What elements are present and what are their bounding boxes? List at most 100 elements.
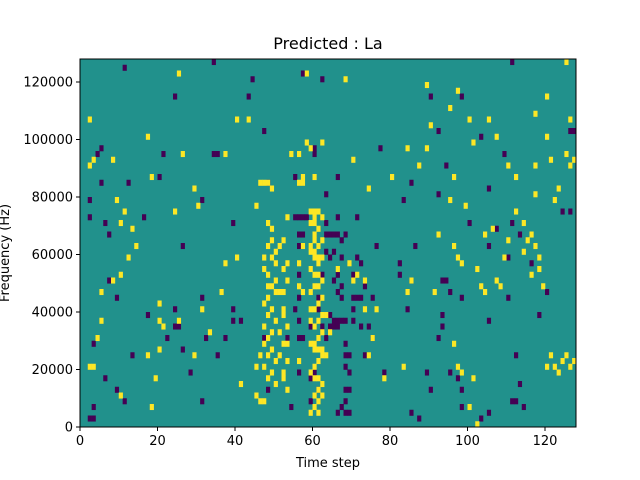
heatmap-cell-high <box>486 116 492 123</box>
heatmap-cell-low <box>180 346 185 353</box>
heatmap-cell-high <box>564 59 569 66</box>
heatmap-cell-low <box>304 214 309 221</box>
heatmap-cell-low <box>486 185 492 192</box>
heatmap-cell-high <box>87 116 92 123</box>
heatmap-cell-high <box>273 260 278 267</box>
heatmap-cell-high <box>312 174 317 181</box>
heatmap-cell-high <box>316 243 321 250</box>
heatmap-cell-high <box>521 248 526 255</box>
heatmap-cell-low <box>145 312 151 319</box>
heatmap-cell-high <box>316 254 321 261</box>
heatmap-cell-high <box>316 225 321 232</box>
heatmap-cell-low <box>300 70 306 77</box>
heatmap-cell-high <box>568 116 573 123</box>
heatmap-cell-high <box>506 237 511 244</box>
heatmap-cell-low <box>130 352 135 359</box>
x-tick-label: 80 <box>382 434 399 449</box>
heatmap-cell-high <box>308 145 313 152</box>
heatmap-cell-high <box>362 306 368 313</box>
heatmap-cell-low <box>324 220 329 227</box>
heatmap-cell-low <box>343 340 348 347</box>
heatmap-cell-high <box>537 254 542 261</box>
heatmap-cell-low <box>250 76 255 83</box>
heatmap-cell-high <box>269 346 275 353</box>
heatmap-cell-high <box>262 340 267 347</box>
heatmap-cell-high <box>312 283 317 290</box>
y-tick-label: 20000 <box>32 363 73 378</box>
heatmap-cell-low <box>297 317 302 324</box>
heatmap-cell-low <box>312 369 317 376</box>
heatmap-cell-high <box>192 185 197 192</box>
heatmap-cell-high <box>475 266 480 273</box>
heatmap-cell-low <box>122 64 127 71</box>
heatmap-cell-high <box>180 151 185 158</box>
heatmap-cell-low <box>285 335 290 342</box>
heatmap-cell-low <box>300 335 306 342</box>
heatmap-cell-low <box>343 409 348 416</box>
heatmap-cell-low <box>335 174 340 181</box>
heatmap-cell-low <box>343 398 348 405</box>
heatmap-cell-low <box>87 415 92 422</box>
heatmap-cell-high <box>273 317 278 324</box>
heatmap-cell-high <box>545 93 550 100</box>
heatmap-cell-low <box>289 404 294 411</box>
heatmap-cell-low <box>246 93 251 100</box>
heatmap-cell-low <box>328 323 333 330</box>
heatmap-cell-low <box>180 243 185 250</box>
heatmap-cell-high <box>304 139 309 146</box>
heatmap-cell-high <box>308 220 313 227</box>
heatmap-cell-high <box>320 294 325 301</box>
heatmap-cell-high <box>312 323 317 330</box>
heatmap-cell-high <box>316 317 321 324</box>
heatmap-cell-high <box>262 179 267 186</box>
heatmap-cell-low <box>347 386 352 393</box>
heatmap-cell-low <box>231 306 236 313</box>
heatmap-cell-low <box>479 133 484 140</box>
heatmap-cell-low <box>374 243 379 250</box>
heatmap-cell-high <box>455 87 461 94</box>
heatmap-cell-high <box>269 329 275 336</box>
y-tick-label: 80000 <box>32 191 73 206</box>
heatmap-cell-high <box>312 214 317 221</box>
heatmap-cell-high <box>312 271 317 278</box>
heatmap-cell-low <box>343 363 348 370</box>
heatmap-cell-low <box>362 283 368 290</box>
heatmap-cell-high <box>436 231 441 238</box>
x-axis: 0 20 40 60 80 100 120 <box>76 427 557 449</box>
heatmap-cell-high <box>316 335 321 342</box>
heatmap-cell-high <box>316 346 321 353</box>
heatmap-cell-high <box>548 352 554 359</box>
heatmap-cell-high <box>277 352 282 359</box>
heatmap-cell-high <box>514 174 519 181</box>
heatmap-cell-low <box>529 260 534 267</box>
heatmap-background <box>80 59 576 427</box>
heatmap-cell-high <box>153 375 158 382</box>
heatmap-cell-low <box>366 323 371 330</box>
heatmap-cell-high <box>568 162 573 169</box>
heatmap-cell-low <box>359 294 364 301</box>
heatmap-cell-high <box>87 162 92 169</box>
heatmap-cell-low <box>238 317 244 324</box>
heatmap-cell-low <box>339 317 344 324</box>
heatmap-cell-high <box>506 162 511 169</box>
heatmap-cell-low <box>494 225 499 232</box>
heatmap-cell-high <box>308 289 313 296</box>
heatmap-cell-low <box>514 398 519 405</box>
heatmap-cell-high <box>521 220 526 227</box>
heatmap-cell-low <box>328 254 333 261</box>
heatmap-cell-low <box>517 381 523 388</box>
heatmap-cell-high <box>448 197 453 204</box>
heatmap-cell-low <box>537 312 542 319</box>
heatmap-cell-low <box>359 260 364 267</box>
heatmap-cell-low <box>455 375 461 382</box>
heatmap-cell-low <box>568 208 573 215</box>
heatmap-cell-high <box>87 363 92 370</box>
heatmap-cell-low <box>95 151 100 158</box>
heatmap-cell-high <box>490 225 495 232</box>
heatmap-cell-high <box>366 185 371 192</box>
heatmap-cell-high <box>258 398 263 405</box>
heatmap-cell-high <box>390 174 395 181</box>
x-tick-label: 40 <box>227 434 244 449</box>
heatmap-cell-low <box>517 231 523 238</box>
heatmap-cell-high <box>192 352 197 359</box>
